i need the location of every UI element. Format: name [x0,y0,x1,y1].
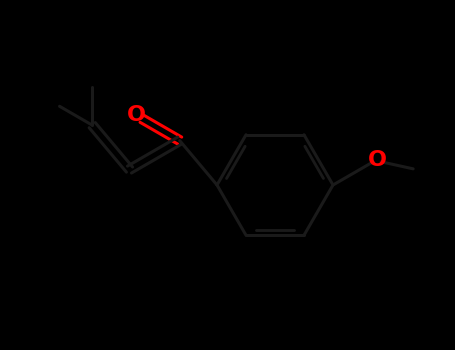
Text: O: O [368,150,387,170]
Text: O: O [126,105,146,125]
